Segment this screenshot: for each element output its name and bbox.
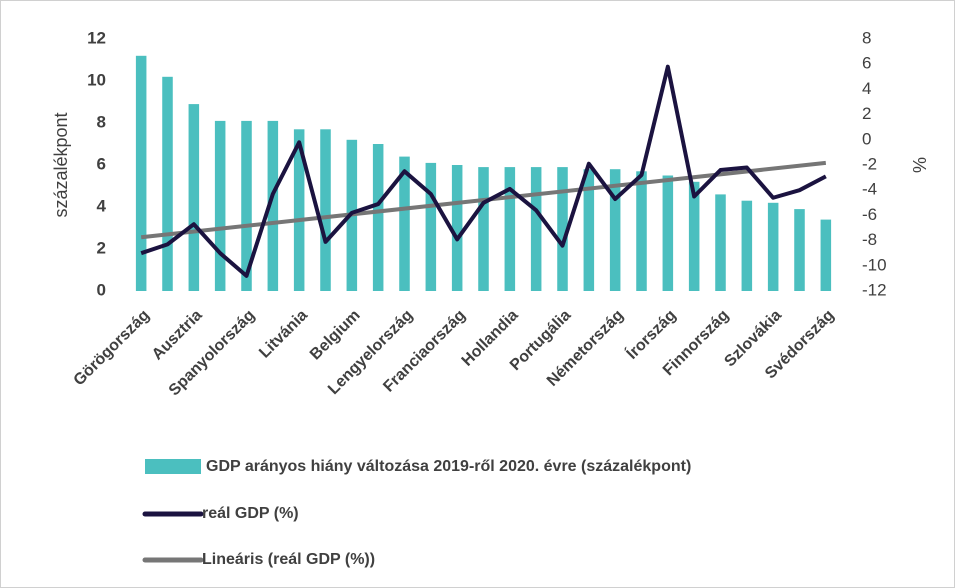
y-tick-label: 2 (97, 238, 106, 257)
y-tick-label: 10 (87, 70, 106, 89)
bar (820, 219, 832, 291)
bar (293, 129, 305, 291)
bar (557, 167, 568, 291)
y2-tick-label: -2 (862, 154, 877, 173)
bar (478, 167, 489, 291)
bar (530, 167, 542, 291)
y2-tick-label: -6 (862, 205, 877, 224)
bar (372, 144, 384, 291)
bar (741, 200, 753, 291)
y2-tick-label: -4 (862, 180, 877, 199)
y2-tick-label: 4 (862, 79, 871, 98)
bar (662, 175, 674, 291)
bar (504, 167, 516, 291)
bar (715, 194, 726, 291)
y2-tick-label: -10 (862, 255, 887, 274)
y-tick-label: 6 (97, 154, 106, 173)
bar (688, 181, 700, 291)
bar (399, 156, 410, 291)
y-tick-label: 4 (97, 196, 107, 215)
bar (451, 165, 463, 291)
bar (583, 169, 595, 291)
y2-tick-label: -8 (862, 230, 877, 249)
bar (767, 202, 779, 291)
bar (135, 55, 147, 291)
bar (188, 104, 200, 291)
bar (241, 120, 252, 292)
bar (794, 209, 805, 291)
y-tick-label: 8 (97, 112, 106, 131)
legend-label: Lineáris (reál GDP (%)) (202, 551, 375, 568)
bar (320, 129, 331, 291)
y-axis-label: százalékpont (51, 112, 71, 217)
line-series (140, 64, 827, 278)
trendline (140, 160, 827, 240)
y2-axis-label: % (910, 157, 930, 173)
bar (162, 76, 173, 291)
y-tick-label: 12 (87, 28, 106, 47)
y2-tick-label: 0 (862, 129, 871, 148)
legend-label: reál GDP (%) (202, 505, 299, 522)
y-tick-label: 0 (97, 280, 106, 299)
bar (267, 120, 279, 292)
y2-tick-label: 2 (862, 104, 871, 123)
y2-tick-label: -12 (862, 280, 887, 299)
bar (425, 162, 437, 291)
legend-label: GDP arányos hiány változása 2019-ről 202… (206, 458, 691, 475)
bar (214, 120, 226, 292)
y2-tick-label: 8 (862, 28, 871, 47)
y2-tick-label: 6 (862, 54, 871, 73)
bar (636, 171, 647, 291)
bar (609, 169, 621, 291)
legend-swatch (145, 459, 201, 474)
